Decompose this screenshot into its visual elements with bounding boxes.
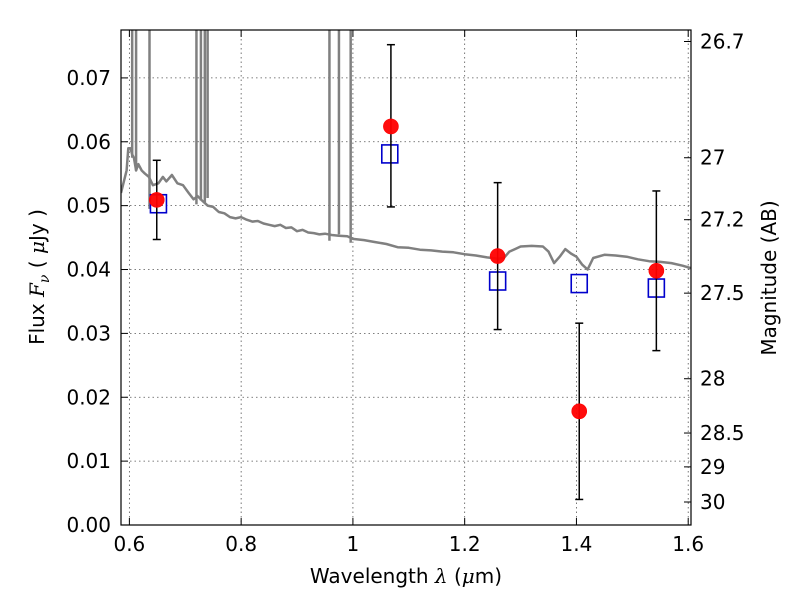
grid — [121, 30, 691, 526]
model-spectrum-line — [121, 146, 691, 271]
y-tick-label: 0.01 — [66, 449, 111, 473]
plot-frame — [120, 29, 692, 526]
spectrum-layer — [121, 30, 691, 271]
model-point — [380, 144, 399, 164]
y-tick-label: 0.00 — [66, 513, 111, 537]
observed-point — [148, 192, 165, 208]
y-tick-label: 0.02 — [66, 385, 111, 409]
observed-point — [383, 118, 399, 135]
right-axis-label: Magnitude (AB) — [757, 200, 781, 355]
x-tick-label: 1.6 — [672, 532, 704, 556]
right-tick-label: 29 — [700, 455, 725, 479]
right-tick-label: 27.2 — [700, 208, 745, 232]
x-tick-label: 1.2 — [449, 532, 481, 556]
right-tick-label: 27 — [700, 146, 725, 170]
observed-points-layer — [148, 43, 665, 501]
x-tick-label: 1 — [347, 532, 360, 556]
right-tick-label: 28 — [700, 367, 725, 391]
x-tick-label: 0.8 — [225, 532, 257, 556]
plot-area — [121, 30, 691, 525]
x-tick-label: 1.4 — [561, 532, 593, 556]
right-tick-label: 30 — [700, 490, 725, 514]
y-tick-label: 0.04 — [66, 258, 111, 282]
x-axis-label: Wavelength λ (μm) — [310, 564, 502, 588]
observed-point — [571, 403, 588, 420]
ticks: 0.6 0.8 1 1.2 1.4 1.6 0.00 0.01 0.02 0.03 0.04 0.05… — [66, 29, 744, 556]
y-axis-label: Flux Fν ( μJy ) — [25, 209, 53, 345]
model-point — [570, 273, 589, 294]
y-tick-label: 0.07 — [66, 66, 111, 90]
observed-point — [489, 248, 506, 264]
x-tick-label: 0.6 — [113, 532, 145, 556]
right-tick-label: 27.5 — [700, 281, 745, 305]
y-tick-label: 0.06 — [66, 130, 111, 154]
y-tick-label: 0.05 — [66, 194, 111, 218]
right-tick-label: 26.7 — [700, 29, 745, 53]
right-tick-label: 28.5 — [700, 421, 745, 445]
observed-point — [648, 262, 665, 279]
y-tick-label: 0.03 — [66, 321, 111, 345]
